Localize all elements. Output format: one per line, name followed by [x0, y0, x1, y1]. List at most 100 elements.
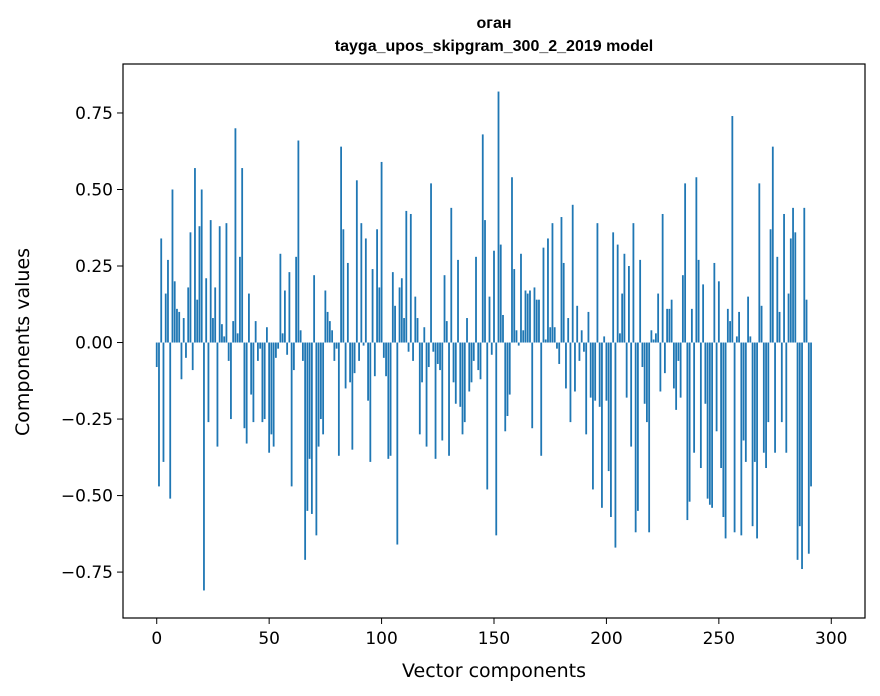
bar-263	[747, 296, 749, 343]
bar-129	[445, 321, 448, 343]
bar-15	[189, 232, 192, 343]
bar-176	[551, 223, 554, 343]
bar-134	[457, 259, 459, 343]
bar-269	[760, 305, 763, 343]
bar-218	[646, 342, 648, 423]
bar-90	[358, 342, 360, 361]
bar-166	[529, 290, 531, 343]
bar-198	[601, 342, 603, 508]
bar-267	[756, 342, 758, 539]
bar-216	[641, 342, 644, 368]
bar-126	[439, 342, 441, 371]
bar-268	[758, 183, 761, 343]
bar-205	[616, 244, 619, 343]
bar-29	[221, 324, 223, 343]
bar-47	[261, 342, 264, 423]
bar-214	[637, 342, 639, 511]
bar-6	[169, 342, 172, 499]
bar-78	[331, 330, 334, 343]
bar-225	[661, 213, 664, 343]
bar-128	[443, 275, 446, 343]
bar-107	[396, 342, 399, 545]
bar-220	[650, 330, 653, 343]
bar-109	[400, 278, 403, 343]
bar-158	[511, 177, 513, 343]
bar-64	[299, 330, 302, 343]
bar-45	[257, 342, 259, 361]
bar-230	[672, 342, 675, 389]
bar-20	[200, 189, 203, 343]
bar-98	[376, 229, 378, 343]
bar-210	[628, 266, 630, 343]
bar-206	[619, 333, 621, 343]
bar-181	[562, 262, 565, 343]
bar-56	[281, 333, 284, 343]
bar-39	[243, 342, 246, 429]
bar-228	[668, 308, 671, 343]
y-tick-label: 0.50	[75, 180, 113, 200]
bar-170	[538, 299, 540, 343]
bar-70	[313, 275, 316, 343]
bar-66	[304, 342, 307, 560]
bar-25	[212, 318, 214, 343]
bar-169	[535, 299, 538, 343]
bar-67	[306, 342, 309, 511]
bar-277	[778, 311, 781, 343]
bar-252	[722, 342, 725, 517]
bar-36	[236, 333, 239, 343]
bar-26	[214, 287, 217, 343]
bar-4	[164, 293, 167, 343]
bar-71	[315, 342, 318, 536]
bar-247	[711, 342, 713, 508]
bar-164	[524, 290, 527, 343]
bar-97	[373, 342, 376, 377]
bar-250	[717, 281, 720, 343]
bar-84	[344, 342, 347, 389]
bar-50	[268, 342, 271, 453]
bar-103	[387, 342, 390, 459]
bar-72	[317, 342, 320, 447]
bar-197	[598, 342, 601, 407]
bar-49	[266, 327, 268, 343]
bar-73	[319, 342, 322, 420]
bar-236	[686, 342, 689, 521]
bar-31	[225, 223, 228, 343]
bar-261	[742, 342, 745, 441]
bar-82	[340, 146, 342, 343]
bar-187	[576, 305, 579, 343]
bar-32	[227, 342, 230, 361]
bar-118	[421, 342, 423, 383]
bar-3	[162, 342, 165, 462]
bar-34	[232, 321, 235, 343]
bar-262	[744, 342, 747, 462]
bar-207	[621, 293, 624, 343]
bar-105	[391, 272, 394, 343]
bar-136	[461, 342, 464, 435]
bar-44	[254, 321, 257, 343]
bar-55	[279, 253, 282, 343]
bar-123	[432, 342, 435, 352]
bar-116	[416, 318, 419, 343]
bar-142	[475, 256, 477, 343]
y-tick-label: −0.50	[61, 487, 113, 507]
bar-65	[301, 342, 304, 361]
bar-139	[468, 342, 471, 392]
bar-140	[470, 342, 473, 383]
bar-167	[531, 342, 534, 429]
bar-204	[614, 342, 617, 548]
bar-185	[571, 204, 574, 343]
bar-99	[378, 287, 381, 343]
bar-239	[693, 342, 696, 453]
bar-253	[724, 342, 727, 539]
bar-146	[484, 220, 486, 343]
x-axis-ticks: 0 50 100 150 200 250 300	[151, 618, 847, 649]
x-tick-label: 300	[815, 629, 847, 649]
bar-161	[517, 342, 520, 346]
bar-12	[182, 318, 185, 343]
bar-60	[290, 342, 293, 487]
bar-285	[796, 342, 799, 560]
bar-189	[580, 330, 583, 343]
bar-178	[556, 342, 558, 349]
